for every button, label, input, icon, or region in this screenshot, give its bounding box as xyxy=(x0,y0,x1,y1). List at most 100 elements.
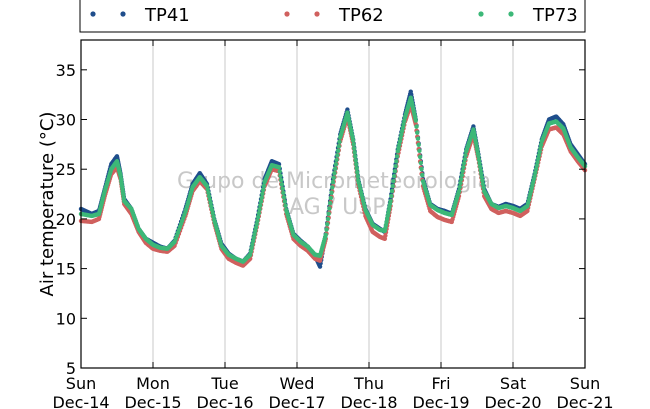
data-point xyxy=(248,249,254,254)
data-point xyxy=(279,182,285,187)
data-point xyxy=(396,145,401,151)
data-point xyxy=(253,225,259,230)
data-point xyxy=(209,207,215,212)
data-point xyxy=(208,200,213,206)
legend-label: TP73 xyxy=(532,5,578,26)
y-axis-label: Air temperature (°C) xyxy=(37,112,58,297)
data-point xyxy=(250,238,256,244)
legend-marker xyxy=(284,11,290,17)
data-point xyxy=(278,173,283,178)
data-point xyxy=(326,211,331,216)
data-point xyxy=(415,136,421,141)
data-point xyxy=(258,199,264,204)
data-point xyxy=(389,188,395,194)
x-tick-label-day: Sun xyxy=(66,374,96,393)
data-point xyxy=(277,169,282,174)
data-point xyxy=(255,218,260,224)
y-tick-label: 20 xyxy=(56,210,76,229)
data-point xyxy=(282,199,287,204)
data-point xyxy=(536,153,542,158)
plot-area: Grupo de Micrometeorologia IAG / USP xyxy=(78,39,588,369)
data-point xyxy=(480,181,486,187)
data-point xyxy=(251,235,256,240)
legend-marker xyxy=(478,11,484,17)
y-tick-label: 30 xyxy=(56,111,76,130)
data-point xyxy=(281,194,287,200)
legend-marker xyxy=(90,11,96,17)
data-point xyxy=(330,185,335,190)
data-point xyxy=(354,169,360,175)
data-point xyxy=(533,170,538,175)
data-point xyxy=(394,154,400,159)
data-point xyxy=(383,233,388,238)
data-point xyxy=(255,214,261,220)
data-point xyxy=(417,148,422,154)
legend-marker xyxy=(508,11,514,17)
data-point xyxy=(537,149,542,155)
data-point xyxy=(457,184,462,190)
x-tick-label-day: Fri xyxy=(431,374,450,393)
data-point xyxy=(325,216,331,222)
data-point xyxy=(351,142,356,147)
data-point xyxy=(353,162,359,167)
data-point xyxy=(278,177,284,183)
x-tick-label-date: Dec-19 xyxy=(412,393,469,409)
data-point xyxy=(402,118,407,124)
data-point xyxy=(400,125,406,130)
data-point xyxy=(261,183,267,189)
data-point xyxy=(398,135,403,141)
data-point xyxy=(392,169,398,174)
data-point xyxy=(352,154,358,159)
data-point xyxy=(258,203,263,208)
data-point xyxy=(397,138,403,144)
data-point xyxy=(460,169,465,174)
axis-ticks xyxy=(80,40,586,369)
data-point xyxy=(333,162,339,167)
data-point xyxy=(480,178,485,183)
data-point xyxy=(254,222,259,227)
y-tick-label: 5 xyxy=(66,359,76,378)
legend-entry-tp73: TP73 xyxy=(478,5,578,26)
data-point xyxy=(325,222,330,227)
y-tick-label: 10 xyxy=(56,309,76,328)
x-tick-label-day: Wed xyxy=(280,374,315,393)
data-point xyxy=(458,180,463,186)
data-point xyxy=(414,124,419,129)
data-point xyxy=(204,183,210,189)
data-point xyxy=(260,187,266,193)
legend-label: TP41 xyxy=(144,5,190,26)
data-point xyxy=(419,166,424,172)
data-point xyxy=(205,187,210,192)
data-point xyxy=(210,210,215,216)
legend: TP41 TP62 TP73 xyxy=(79,0,586,33)
data-point xyxy=(281,190,286,196)
data-point xyxy=(250,242,255,247)
data-point xyxy=(324,227,329,232)
data-point xyxy=(327,201,333,206)
data-point xyxy=(390,183,395,189)
data-point xyxy=(332,170,337,176)
data-point xyxy=(481,185,486,190)
data-point xyxy=(335,153,340,158)
x-tick-label-date: Dec-16 xyxy=(196,393,253,409)
data-point xyxy=(538,142,544,148)
x-tick-label-date: Dec-20 xyxy=(484,393,541,409)
data-point xyxy=(458,176,464,182)
data-point xyxy=(283,203,288,208)
data-point xyxy=(355,173,360,179)
data-point xyxy=(249,245,254,251)
x-tick-label-date: Dec-18 xyxy=(340,393,397,409)
y-tick-label: 15 xyxy=(56,260,76,279)
data-point xyxy=(351,146,357,151)
data-point xyxy=(280,186,285,191)
data-point xyxy=(260,191,265,196)
data-point xyxy=(276,165,282,170)
gridlines xyxy=(152,40,514,368)
data-point xyxy=(392,173,397,179)
data-point xyxy=(323,232,328,238)
y-tick-label: 35 xyxy=(56,61,76,80)
data-point xyxy=(393,164,398,169)
data-point xyxy=(337,139,342,145)
data-point xyxy=(257,207,262,212)
